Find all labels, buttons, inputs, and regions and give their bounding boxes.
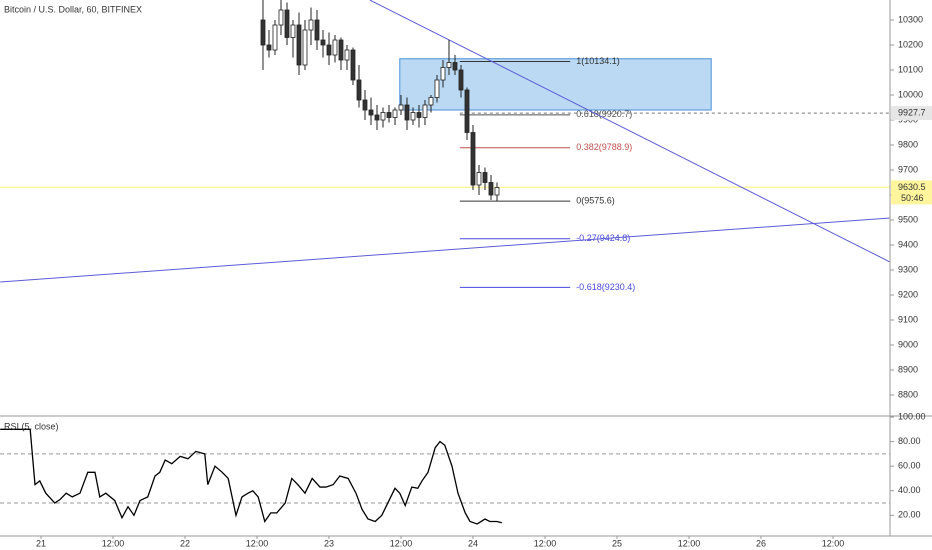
y-tick-label: 9700 [898, 164, 918, 174]
y-tick-label: 9500 [898, 214, 918, 224]
y-tick-label: 10300 [898, 14, 923, 24]
candle-body [290, 24, 296, 38]
candle-body [308, 19, 314, 31]
candle-body [260, 19, 266, 46]
y-tick-label: 9100 [898, 314, 918, 324]
candle-body [440, 67, 446, 81]
candle-body [452, 62, 458, 71]
y-tick-label: 10200 [898, 39, 923, 49]
x-tick-label: 12:00 [102, 538, 125, 548]
price-pane: 1(10134.1) 0.618(9920.7) 0.382(9788.9) 0(95… [0, 0, 890, 292]
candle-body [494, 187, 500, 196]
fib-box [399, 58, 712, 111]
candle-body [326, 44, 332, 56]
candle-body [332, 39, 338, 56]
candle-body [314, 19, 320, 41]
candle-body [446, 62, 452, 68]
y-tick-label: 100.00 [898, 411, 926, 421]
candle-body [410, 112, 416, 121]
candle-body [386, 112, 392, 118]
candle-body [434, 79, 440, 98]
candle-body [422, 104, 428, 118]
candle-body [296, 24, 302, 66]
candle-body [392, 109, 398, 118]
y-tick-label: 8900 [898, 364, 918, 374]
trendline [0, 217, 890, 283]
x-tick-label: 12:00 [246, 538, 269, 548]
trendline [369, 0, 890, 263]
rsi-legend: RSI (5, close) [4, 421, 59, 431]
candle-body [368, 109, 374, 116]
x-tick-label: 26 [756, 538, 766, 548]
x-tick-label: 12:00 [534, 538, 557, 548]
x-tick-label: 23 [324, 538, 334, 548]
candle-body [350, 49, 356, 81]
y-tick-label: 9200 [898, 289, 918, 299]
candle-body [266, 44, 272, 51]
candle-body [344, 49, 350, 61]
y-tick-label: 20.00 [898, 510, 921, 520]
chart-title: Bitcoin / U.S. Dollar, 60, BITFINEX [4, 4, 142, 14]
candle-body [338, 39, 344, 61]
candle-body [380, 112, 386, 121]
y-tick-label: 10000 [898, 89, 923, 99]
y-tick-label: 9300 [898, 264, 918, 274]
y-tick-label: 10100 [898, 64, 923, 74]
level-label: 9927.7 [898, 107, 926, 117]
fib-label: 0(9575.6) [576, 195, 615, 205]
rsi-line [0, 428, 502, 525]
y-tick-label: 9400 [898, 239, 918, 249]
last-price-box [891, 180, 932, 205]
candle-body [374, 114, 380, 121]
y-tick-label: 60.00 [898, 461, 921, 471]
candle-body [416, 112, 422, 118]
candle-body [272, 24, 278, 51]
candle-body [302, 29, 308, 66]
fib-label: 0.382(9788.9) [576, 142, 632, 152]
last-price-label: 9630.5 [898, 182, 926, 192]
x-tick-label: 21 [36, 538, 46, 548]
level-label-box [891, 106, 932, 121]
candle-body [482, 172, 488, 183]
candle-body [284, 9, 290, 38]
candle-body [458, 69, 464, 91]
y-tick-label: 8800 [898, 389, 918, 399]
candle-body [356, 79, 362, 101]
candle-body [464, 89, 470, 133]
x-tick-label: 12:00 [822, 538, 845, 548]
y-tick-label: 9800 [898, 139, 918, 149]
y-tick-label: 9000 [898, 339, 918, 349]
x-tick-label: 24 [468, 538, 478, 548]
candle-body [362, 99, 368, 111]
candle-body [278, 9, 284, 26]
y-tick-label: 40.00 [898, 485, 921, 495]
candle-body [320, 39, 326, 46]
x-tick-label: 12:00 [678, 538, 701, 548]
countdown-label: 50:46 [901, 193, 924, 203]
candle-body [470, 132, 476, 186]
fib-label: 1(10134.1) [576, 56, 620, 66]
x-tick-label: 25 [612, 538, 622, 548]
fib-label: -0.618(9230.4) [576, 282, 635, 292]
fib-label: 0.618(9920.7) [576, 109, 632, 119]
y-tick-label: 80.00 [898, 436, 921, 446]
rsi-pane [0, 428, 890, 525]
candle-body [428, 97, 434, 106]
x-tick-label: 12:00 [390, 538, 413, 548]
x-tick-label: 22 [180, 538, 190, 548]
candle-body [404, 104, 410, 121]
candle-body [488, 182, 494, 196]
candle-body [476, 172, 482, 186]
candle-body [398, 104, 404, 111]
